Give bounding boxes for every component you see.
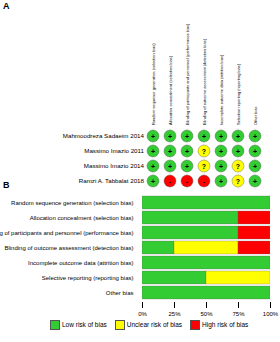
svg-text:+: + bbox=[219, 178, 223, 185]
svg-text:Other bias: Other bias bbox=[253, 107, 258, 125]
svg-text:Blinding of participants and p: Blinding of participants and personnel (… bbox=[185, 23, 190, 125]
svg-text:Random sequence generation (se: Random sequence generation (selection bi… bbox=[151, 43, 156, 125]
svg-text:+: + bbox=[168, 163, 172, 170]
svg-text:+: + bbox=[168, 148, 172, 155]
svg-text:+: + bbox=[253, 163, 257, 170]
svg-text:50%: 50% bbox=[200, 311, 213, 317]
svg-text:Allocation concealment (select: Allocation concealment (selection bias) bbox=[30, 215, 134, 221]
svg-text:+: + bbox=[253, 178, 257, 185]
svg-text:+: + bbox=[151, 163, 155, 170]
svg-text:Other bias: Other bias bbox=[106, 290, 134, 296]
svg-text:+: + bbox=[236, 148, 240, 155]
svg-text:Allocation concealment (select: Allocation concealment (selection bias) bbox=[168, 55, 173, 125]
svg-text:100%: 100% bbox=[263, 311, 279, 317]
svg-text:+: + bbox=[185, 133, 189, 140]
svg-text:Selective reporting (reporting: Selective reporting (reporting bias) bbox=[236, 63, 241, 125]
svg-text:?: ? bbox=[202, 148, 206, 155]
svg-text:+: + bbox=[202, 133, 206, 140]
svg-text:+: + bbox=[236, 133, 240, 140]
svg-text:B: B bbox=[3, 180, 10, 190]
svg-text:-: - bbox=[186, 178, 189, 185]
svg-text:+: + bbox=[253, 148, 257, 155]
svg-text:+: + bbox=[219, 163, 223, 170]
svg-text:?: ? bbox=[236, 163, 240, 170]
svg-text:Massimo Imazio 2014: Massimo Imazio 2014 bbox=[84, 162, 145, 169]
svg-text:+: + bbox=[219, 133, 223, 140]
svg-text:-: - bbox=[169, 178, 172, 185]
svg-text:+: + bbox=[168, 133, 172, 140]
svg-text:+: + bbox=[253, 133, 257, 140]
svg-text:-: - bbox=[203, 178, 206, 185]
svg-text:Incomplete outcome data (attri: Incomplete outcome data (attrition bias) bbox=[219, 54, 224, 125]
svg-text:Blinding of outcome assessment: Blinding of outcome assessment (detectio… bbox=[202, 38, 207, 125]
svg-text:+: + bbox=[151, 178, 155, 185]
svg-text:?: ? bbox=[202, 163, 206, 170]
svg-text:Blinding of participants and p: Blinding of participants and personnel (… bbox=[0, 230, 134, 236]
svg-text:+: + bbox=[185, 148, 189, 155]
svg-text:Ramzi A. Tabbalat 2018: Ramzi A. Tabbalat 2018 bbox=[79, 177, 145, 184]
svg-text:Incomplete outcome data (attri: Incomplete outcome data (attrition bias) bbox=[28, 260, 133, 266]
svg-text:+: + bbox=[151, 133, 155, 140]
html-text:Unclear risk of bias: Unclear risk of bias bbox=[126, 320, 183, 328]
svg-text:Blinding of outcome assessment: Blinding of outcome assessment (detectio… bbox=[4, 245, 133, 251]
html-text:Low risk of bias: Low risk of bias bbox=[62, 320, 107, 328]
svg-text:Massimo Imazio 2011: Massimo Imazio 2011 bbox=[84, 147, 144, 154]
svg-text:25%: 25% bbox=[168, 311, 181, 317]
svg-text:?: ? bbox=[236, 178, 240, 185]
svg-text:+: + bbox=[219, 148, 223, 155]
html-text:High risk of bias: High risk of bias bbox=[202, 320, 249, 328]
svg-text:A: A bbox=[3, 1, 10, 11]
svg-text:75%: 75% bbox=[232, 311, 245, 317]
svg-text:Mahmoodreza Sadaeim 2014: Mahmoodreza Sadaeim 2014 bbox=[63, 132, 145, 139]
svg-text:Selective reporting (reporting: Selective reporting (reporting bias) bbox=[42, 275, 134, 281]
svg-text:0%: 0% bbox=[138, 311, 147, 317]
svg-text:+: + bbox=[151, 148, 155, 155]
svg-text:+: + bbox=[185, 163, 189, 170]
svg-text:Random sequence generation (se: Random sequence generation (selection bi… bbox=[11, 200, 133, 206]
